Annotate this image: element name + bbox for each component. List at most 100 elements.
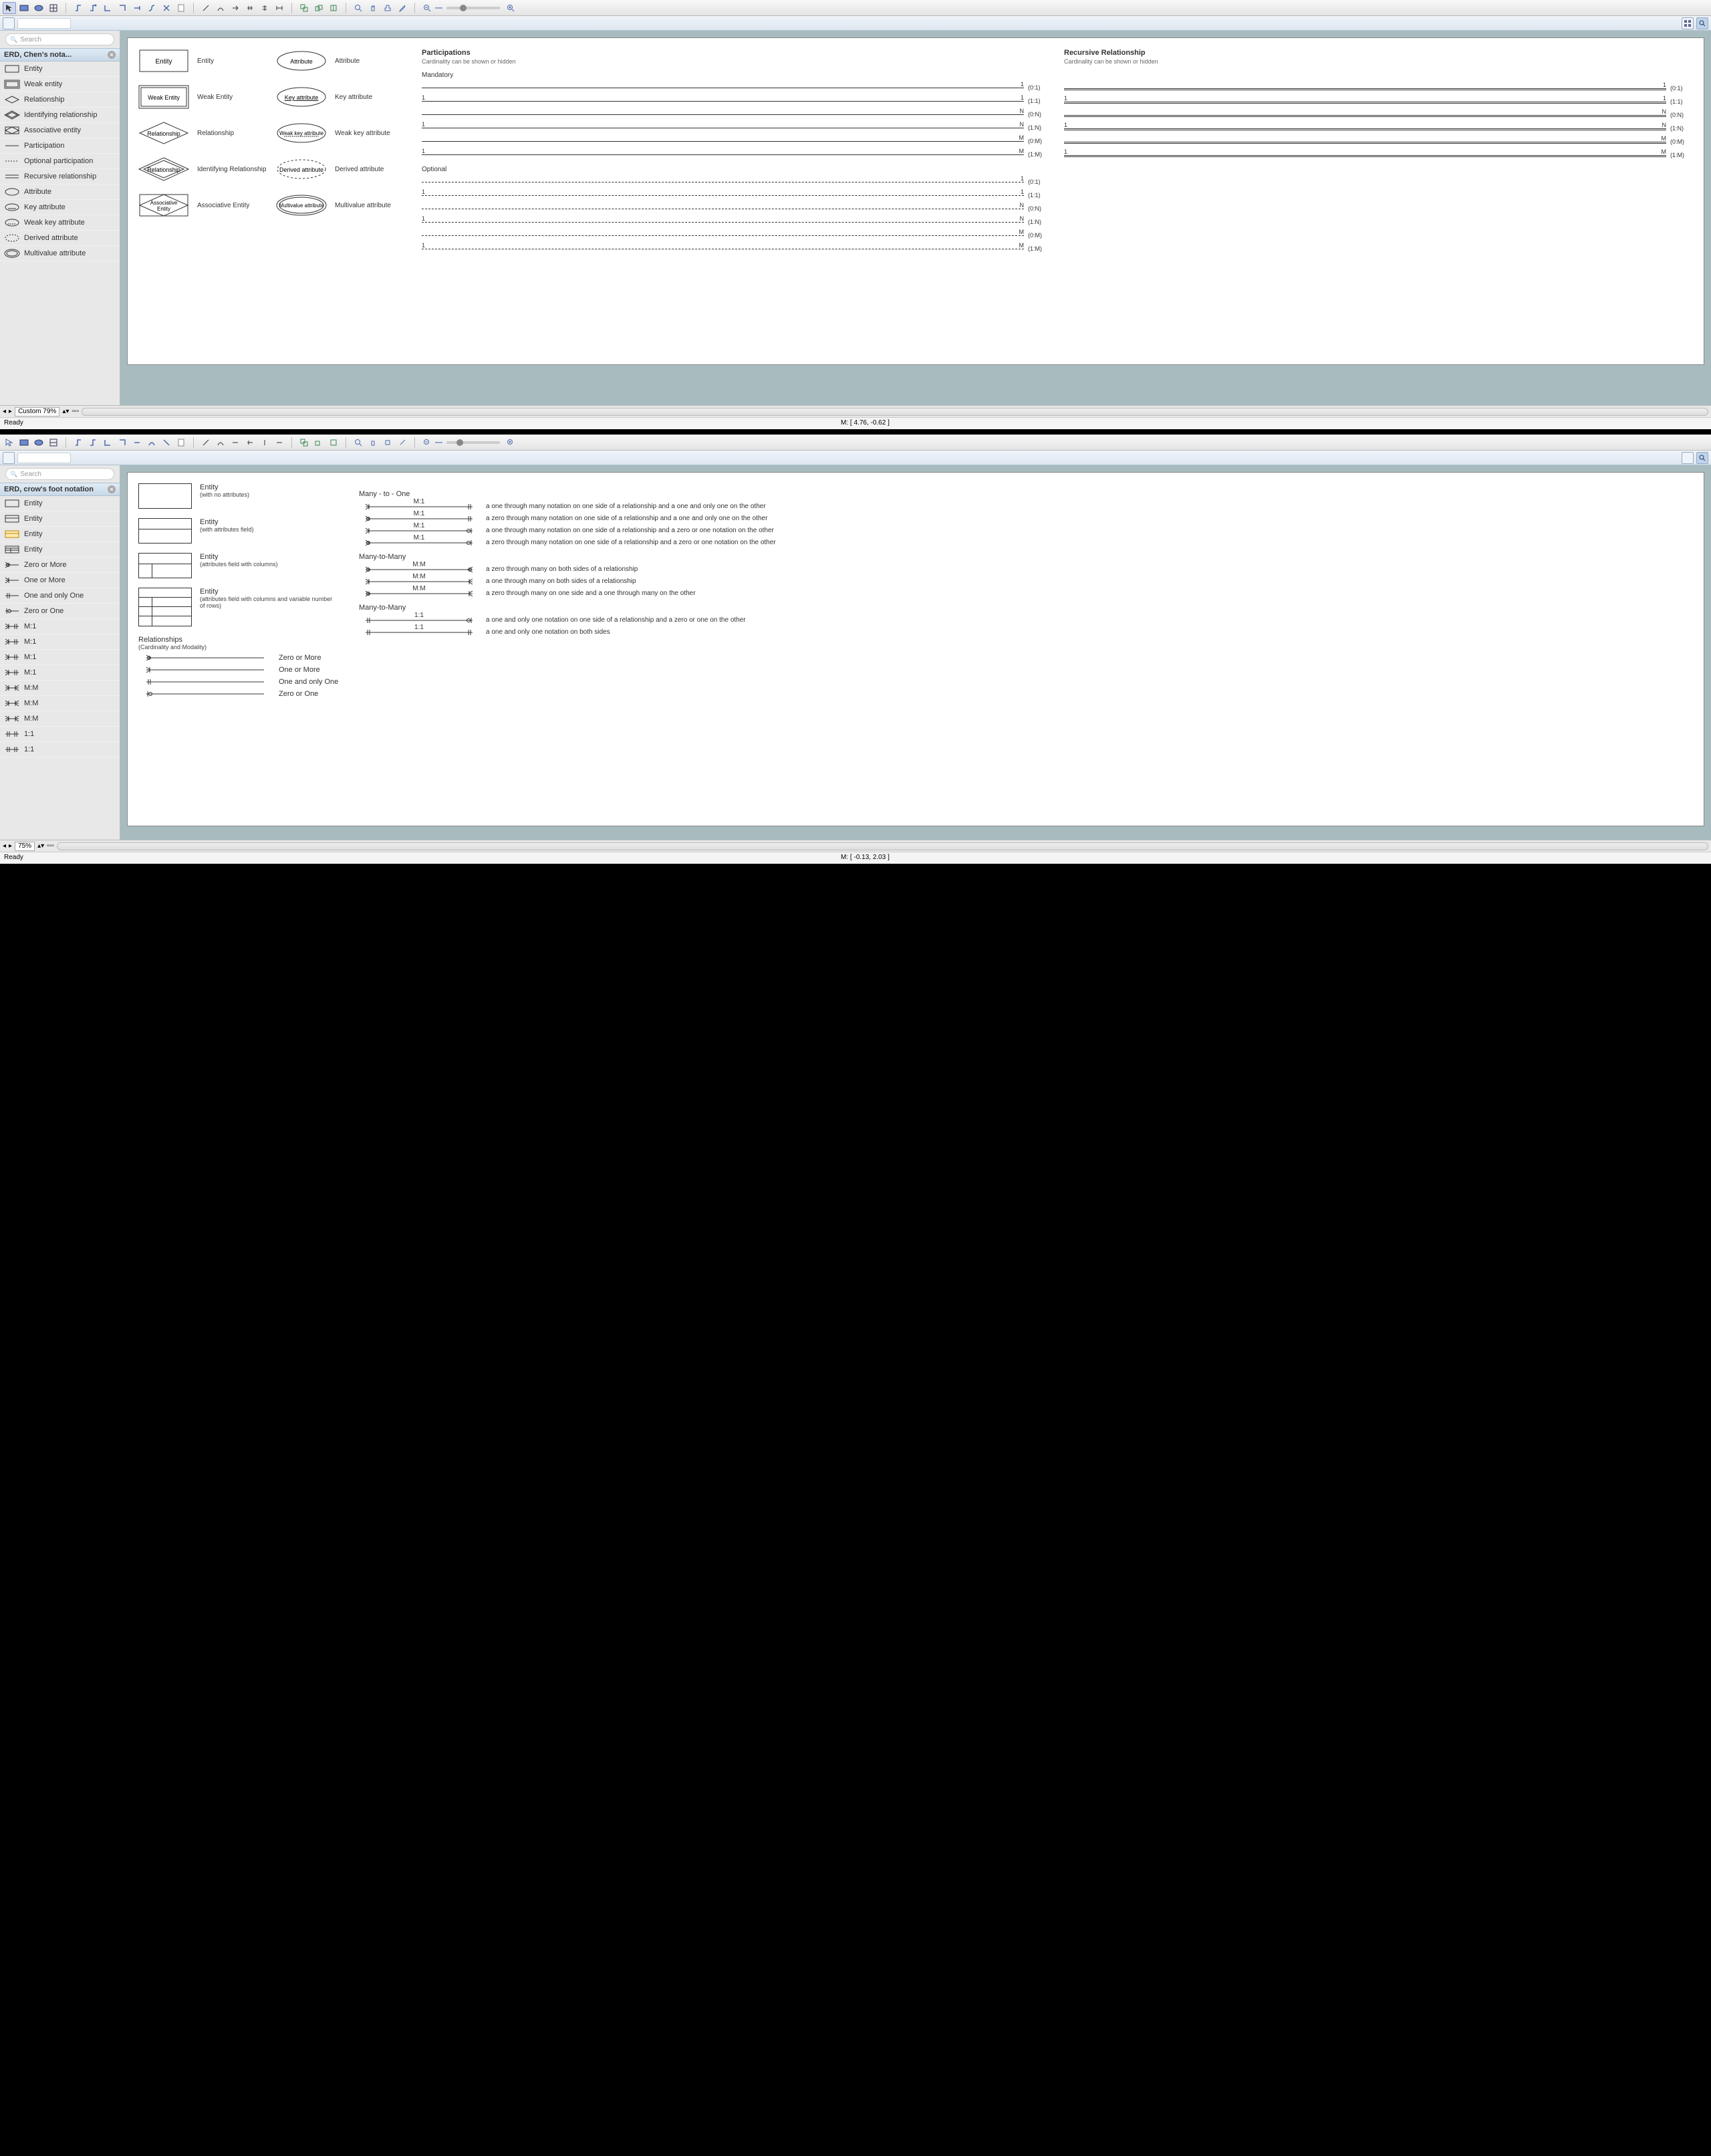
line-tool-icon[interactable]: [199, 437, 213, 449]
symbol-weak-key-attr[interactable]: Weak key attribute: [276, 121, 330, 145]
eyedropper-tool-icon[interactable]: [396, 2, 409, 14]
shape-item-key-attr[interactable]: Key attribute: [0, 200, 120, 215]
connector-2-icon[interactable]: [86, 437, 100, 449]
shape-item-cf-entity-4[interactable]: Entity: [0, 542, 120, 558]
symbol-entity[interactable]: Entity: [138, 49, 192, 73]
hand-tool-icon[interactable]: [366, 2, 380, 14]
participation-row[interactable]: 1M (1:M): [422, 244, 1051, 253]
zoom-slider[interactable]: [446, 7, 500, 9]
table-tool-icon[interactable]: [47, 437, 60, 449]
entity-example[interactable]: Entity(attributes field with columns and…: [138, 588, 339, 626]
shape-item-cf-1m[interactable]: One or More: [0, 573, 120, 588]
zoom-in-icon[interactable]: [504, 2, 517, 14]
page-prev-icon[interactable]: ◂: [3, 842, 6, 850]
path-field[interactable]: [17, 18, 71, 29]
dim-tool-icon[interactable]: [273, 2, 286, 14]
grid-view-icon[interactable]: [1682, 17, 1694, 29]
search-toggle-icon[interactable]: [1696, 452, 1708, 464]
connector-h-icon[interactable]: [243, 2, 257, 14]
connector-6-icon[interactable]: [145, 2, 158, 14]
relationship-example[interactable]: Zero or More: [138, 653, 339, 663]
panel-header[interactable]: ERD, crow's foot notation ×: [0, 483, 120, 496]
participation-row[interactable]: M (0:M): [422, 231, 1051, 240]
zoom-tool-icon[interactable]: [352, 437, 365, 449]
entity-example[interactable]: Entity(with attributes field): [138, 518, 339, 544]
connector-4-icon[interactable]: [116, 2, 129, 14]
connector-7-icon[interactable]: [160, 437, 173, 449]
relationship-row[interactable]: 1:1 a one and only one notation on one s…: [359, 616, 1693, 624]
connector-2-icon[interactable]: [86, 2, 100, 14]
shape-item-derived-attr[interactable]: Derived attribute: [0, 231, 120, 246]
participation-row[interactable]: M (0:M): [422, 136, 1051, 146]
panel-header[interactable]: ERD, Chen's nota... ×: [0, 48, 120, 62]
shape-item-weak-entity[interactable]: Weak entity: [0, 77, 120, 92]
participation-row[interactable]: 1M (1:M): [1064, 150, 1693, 160]
zoom-stepper-icon[interactable]: ▴▾: [62, 408, 69, 415]
ellipse-tool-icon[interactable]: [32, 2, 45, 14]
curve-tool-icon[interactable]: [214, 2, 227, 14]
relationship-row[interactable]: M:1 a one through many notation on one s…: [359, 502, 1693, 510]
panel-close-icon[interactable]: ×: [108, 51, 116, 59]
shape-item-cf-m1[interactable]: M:1: [0, 634, 120, 650]
zoom-select[interactable]: 75%: [15, 842, 35, 851]
doc-tool-icon[interactable]: [174, 437, 188, 449]
participation-row[interactable]: 11 (1:1): [422, 96, 1051, 106]
path-field[interactable]: [17, 453, 71, 463]
participation-row[interactable]: 1 (0:1): [422, 83, 1051, 92]
shape-item-multi-attr[interactable]: Multivalue attribute: [0, 246, 120, 261]
shape-item-cf-mm[interactable]: M:M: [0, 711, 120, 727]
group-2-icon[interactable]: [312, 437, 325, 449]
participation-row[interactable]: N (0:N): [422, 204, 1051, 213]
rect-tool-icon[interactable]: [17, 2, 31, 14]
view-buttons[interactable]: ▫▫▫: [47, 842, 54, 850]
symbol-key-attr[interactable]: Key attribute: [276, 85, 330, 109]
participation-row[interactable]: 1N (1:N): [1064, 124, 1693, 133]
relationship-row[interactable]: M:M a zero through many on both sides of…: [359, 565, 1693, 573]
connector-7-icon[interactable]: [160, 2, 173, 14]
relationship-row[interactable]: M:1 a one through many notation on one s…: [359, 526, 1693, 534]
participation-row[interactable]: M (0:M): [1064, 137, 1693, 146]
shape-item-cf-1-1[interactable]: 1:1: [0, 727, 120, 742]
shape-item-cf-entity-3[interactable]: Entity: [0, 527, 120, 542]
ellipse-tool-icon[interactable]: [32, 437, 45, 449]
participation-row[interactable]: 11 (1:1): [1064, 97, 1693, 106]
connector-v-icon[interactable]: [258, 2, 271, 14]
hand-tool-icon[interactable]: [366, 437, 380, 449]
canvas-area[interactable]: Entity(with no attributes) Entity(with a…: [120, 465, 1711, 840]
participation-row[interactable]: N (0:N): [1064, 110, 1693, 120]
connector-5-icon[interactable]: [130, 2, 144, 14]
connector-1-icon[interactable]: [72, 437, 85, 449]
horizontal-scrollbar[interactable]: [57, 842, 1708, 850]
shape-item-cf-m1[interactable]: M:1: [0, 650, 120, 665]
group-2-icon[interactable]: [312, 2, 325, 14]
pointer-tool-icon[interactable]: [3, 437, 16, 449]
doc-tool-icon[interactable]: [174, 2, 188, 14]
relationship-row[interactable]: M:1 a zero through many notation on one …: [359, 514, 1693, 522]
panel-close-icon[interactable]: ×: [108, 485, 116, 493]
grid-view-icon[interactable]: [1682, 452, 1694, 464]
relationship-example[interactable]: Zero or One: [138, 689, 339, 699]
shape-item-attribute[interactable]: Attribute: [0, 185, 120, 200]
tree-toggle-icon[interactable]: [3, 17, 15, 29]
stamp-tool-icon[interactable]: [381, 437, 394, 449]
shape-item-relationship[interactable]: Relationship: [0, 92, 120, 108]
table-tool-icon[interactable]: [47, 2, 60, 14]
relationship-row[interactable]: M:M a one through many on both sides of …: [359, 577, 1693, 585]
zoom-slider[interactable]: [446, 441, 500, 444]
participation-row[interactable]: 1 (0:1): [1064, 84, 1693, 93]
search-toggle-icon[interactable]: [1696, 17, 1708, 29]
group-3-icon[interactable]: [327, 2, 340, 14]
shape-item-recursive[interactable]: Recursive relationship: [0, 169, 120, 185]
shape-item-entity[interactable]: Entity: [0, 62, 120, 77]
zoom-out-icon[interactable]: [420, 2, 434, 14]
zoom-minus-icon[interactable]: —: [435, 4, 442, 12]
tree-toggle-icon[interactable]: [3, 452, 15, 464]
eyedropper-tool-icon[interactable]: [396, 437, 409, 449]
curve-tool-icon[interactable]: [214, 437, 227, 449]
shape-item-cf-1-1[interactable]: 1:1: [0, 742, 120, 757]
shape-item-cf-mm[interactable]: M:M: [0, 696, 120, 711]
symbol-multi-attr[interactable]: Multivalue attribute: [276, 193, 330, 217]
participation-row[interactable]: 1N (1:N): [422, 217, 1051, 227]
symbol-derived-attr[interactable]: Derived attribute: [276, 157, 330, 181]
line-tool-icon[interactable]: [199, 2, 213, 14]
